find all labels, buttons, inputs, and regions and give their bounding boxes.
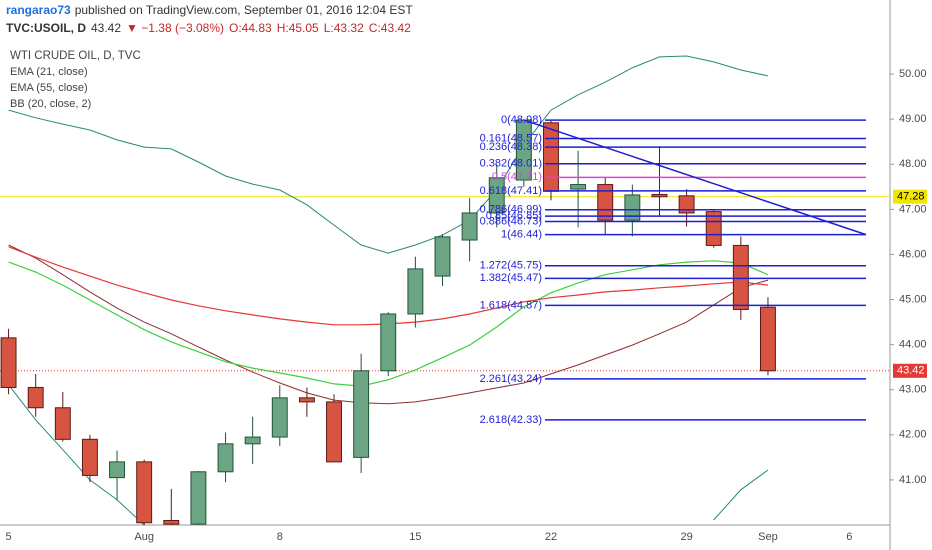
- fib-label: 1.382(45.47): [480, 272, 542, 284]
- fib-label: 0.886(46.73): [480, 215, 542, 227]
- candle-body: [136, 461, 153, 524]
- trend-line: [523, 119, 867, 236]
- x-tick-label: 5: [5, 531, 11, 543]
- fib-label: 0.5(47.71): [492, 171, 542, 183]
- x-tick-label: 29: [680, 531, 692, 543]
- fib-label: 1(46.44): [501, 229, 542, 241]
- symbol: TVC:USOIL, D: [6, 21, 86, 35]
- y-tick-label: 49.00: [899, 113, 927, 125]
- arrow: ▼: [126, 21, 138, 35]
- fib-label: 0.85(46.85): [486, 210, 542, 222]
- y-tick-label: 50.00: [899, 68, 927, 80]
- y-tick-label: 48.00: [899, 158, 927, 170]
- candle-body: [353, 370, 370, 458]
- quote-line: TVC:USOIL, D 43.42 ▼ −1.38 (−3.08%) O:44…: [6, 21, 411, 35]
- candle-body: [678, 195, 695, 214]
- price-badge: [893, 363, 927, 378]
- fib-label: 2.261(43.24): [480, 373, 542, 385]
- price-badge-label: 43.42: [897, 365, 925, 377]
- legend-entry[interactable]: BB (20, close, 2): [10, 98, 92, 110]
- legend-entry[interactable]: EMA (21, close): [10, 66, 88, 78]
- fib-label: 0.786(46.99): [480, 204, 542, 216]
- y-tick-label: 44.00: [899, 339, 927, 351]
- fib-label: 0.161(48.57): [480, 132, 542, 144]
- legend-entry[interactable]: EMA (55, close): [10, 82, 88, 94]
- high: H:45.05: [276, 21, 319, 35]
- indicator-line: [8, 244, 769, 405]
- fib-label: 0.382(48.01): [480, 158, 542, 170]
- plot: 0(48.98)0.161(48.57)0.236(48.38)0.382(48…: [0, 55, 890, 525]
- price-badge-label: 47.28: [897, 191, 925, 203]
- x-tick-label: 22: [545, 531, 557, 543]
- candle-body: [705, 211, 722, 246]
- candle-body: [27, 386, 44, 409]
- price-badge: [893, 189, 927, 204]
- change: ▼ −1.38 (−3.08%): [126, 21, 224, 35]
- candle-body: [190, 471, 207, 525]
- x-tick-label: 6: [846, 531, 852, 543]
- candle-body: [488, 177, 505, 214]
- candle-body: [543, 122, 559, 192]
- fib-label: 0.236(48.38): [480, 141, 542, 153]
- x-tick-label: 15: [409, 531, 421, 543]
- candle-body: [81, 438, 98, 476]
- y-tick-label: 46.00: [899, 248, 927, 260]
- last: 43.42: [91, 21, 122, 35]
- fib-label: 1.272(45.75): [480, 260, 542, 272]
- publish-line: rangarao73 published on TradingView.com,…: [6, 3, 413, 17]
- candle-body: [434, 236, 451, 277]
- change-value: −1.38 (−3.08%): [141, 21, 224, 35]
- candle-body: [271, 397, 288, 438]
- candle-body: [570, 184, 587, 190]
- candle-body: [54, 407, 71, 440]
- candle-body: [217, 443, 234, 473]
- candle-body: [163, 519, 180, 525]
- author[interactable]: rangarao73: [6, 3, 71, 17]
- candle-body: [624, 194, 641, 221]
- fib-label: 1.618(44.87): [480, 299, 542, 311]
- y-tick-label: 47.00: [899, 203, 927, 215]
- fib-label: 0.618(47.41): [480, 185, 542, 197]
- candle-body: [461, 212, 478, 241]
- indicator-line: [8, 260, 769, 387]
- x-tick-label: 8: [277, 531, 283, 543]
- candle-body: [380, 313, 397, 372]
- candle-body: [326, 401, 342, 463]
- candle-body: [298, 397, 315, 403]
- open: O:44.83: [229, 21, 272, 35]
- x-tick-label: Aug: [134, 531, 154, 543]
- y-tick-label: 41.00: [899, 474, 927, 486]
- candle-body: [732, 244, 749, 310]
- low: L:43.32: [323, 21, 364, 35]
- candle-body: [109, 461, 126, 479]
- candle-body: [515, 119, 532, 181]
- candle-body: [597, 184, 614, 221]
- y-tick-label: 45.00: [899, 293, 927, 305]
- candle-body: [244, 436, 261, 445]
- chart-title: WTI CRUDE OIL, D, TVC: [10, 50, 141, 62]
- axes: 41.00 42.00 43.00 44.00 45.00 46.00 47.00 48.00…: [5, 68, 927, 543]
- y-tick-label: 42.00: [899, 429, 927, 441]
- candle-body: [759, 306, 776, 372]
- legend: WTI CRUDE OIL, D, TVC EMA (21, close) EM…: [10, 48, 141, 112]
- indicator-line: [8, 55, 769, 254]
- candle-body: [651, 193, 668, 198]
- indicator-line: [8, 384, 769, 525]
- close: C:43.42: [368, 21, 411, 35]
- candle-body: [407, 268, 424, 315]
- candle-body: [0, 337, 17, 388]
- y-tick-label: 43.00: [899, 384, 927, 396]
- x-tick-label: Sep: [758, 531, 778, 543]
- published: published on TradingView.com, September …: [74, 3, 413, 17]
- fib-label: 2.618(42.33): [480, 414, 542, 426]
